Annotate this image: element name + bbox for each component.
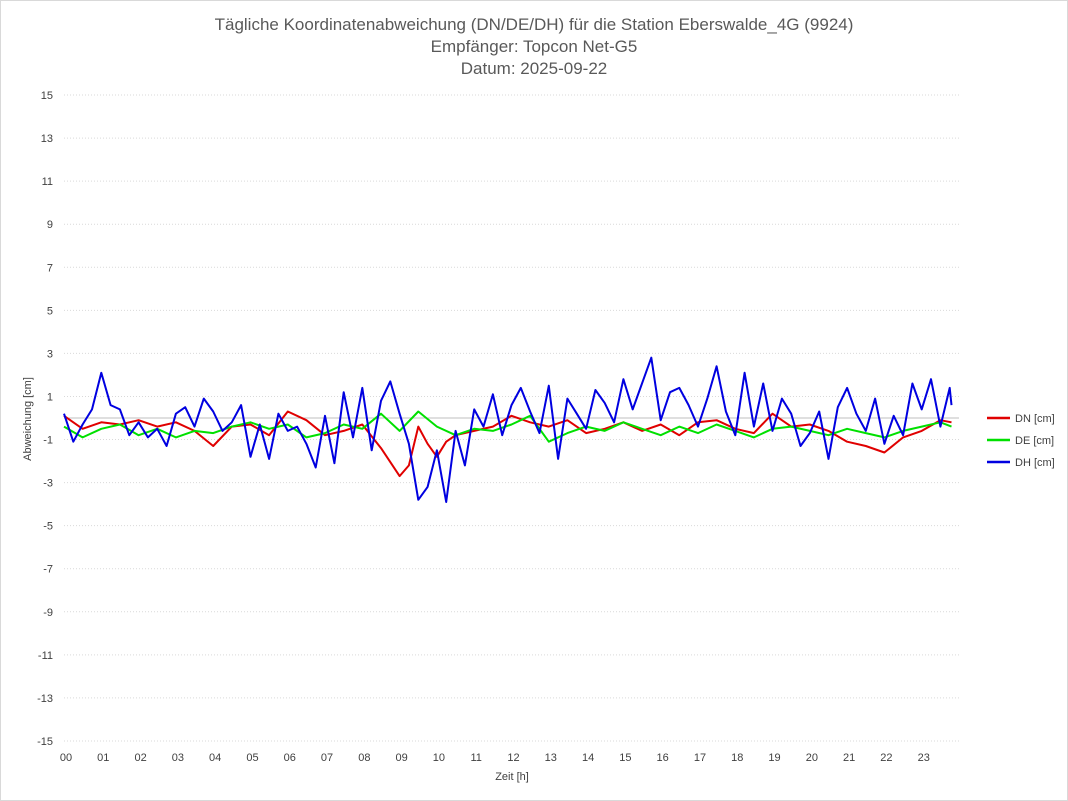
chart-title-line-2: Empfänger: Topcon Net-G5 (431, 37, 638, 56)
x-axis-title: Zeit [h] (495, 771, 529, 783)
legend-label: DN [cm] (1015, 413, 1055, 425)
y-axis-title: Abweichung [cm] (22, 377, 34, 461)
chart-title-line-3: Datum: 2025-09-22 (461, 59, 607, 78)
x-tick-label: 00 (60, 752, 72, 764)
y-tick-label: -9 (43, 607, 53, 619)
x-tick-label: 01 (97, 752, 109, 764)
legend-label: DE [cm] (1015, 435, 1054, 447)
x-tick-label: 15 (619, 752, 631, 764)
y-tick-label: -7 (43, 564, 53, 576)
y-tick-label: 1 (47, 391, 53, 403)
y-tick-label: 9 (47, 219, 53, 231)
y-tick-label: -11 (38, 650, 53, 662)
y-tick-label: -3 (43, 478, 53, 490)
x-tick-label: 07 (321, 752, 333, 764)
x-tick-label: 22 (880, 752, 892, 764)
chart-title-line-1: Tägliche Koordinatenabweichung (DN/DE/DH… (215, 15, 854, 34)
y-axis-ticks: 15 13 11 9 7 5 3 1 -1 -3 -5 -7 -9 -11 -13 -15 (37, 90, 53, 748)
x-tick-label: 20 (806, 752, 818, 764)
legend: DN [cm] DE [cm] DH [cm] (987, 413, 1055, 469)
x-tick-label: 06 (284, 752, 296, 764)
x-tick-label: 23 (918, 752, 930, 764)
x-tick-label: 18 (731, 752, 743, 764)
x-tick-label: 05 (246, 752, 258, 764)
y-tick-label: 3 (47, 348, 53, 360)
x-tick-label: 11 (470, 752, 481, 764)
x-tick-label: 17 (694, 752, 706, 764)
legend-label: DH [cm] (1015, 457, 1055, 469)
y-tick-label: -13 (37, 693, 53, 705)
y-tick-label: 7 (47, 262, 53, 274)
x-tick-label: 16 (657, 752, 669, 764)
x-tick-label: 03 (172, 752, 184, 764)
data-series (63, 356, 953, 503)
x-tick-label: 09 (396, 752, 408, 764)
x-tick-label: 10 (433, 752, 445, 764)
x-axis-ticks: 00 01 02 03 04 05 06 07 08 09 10 11 12 13 14 15 16 17 18 19… (60, 752, 930, 764)
series-line-dh (63, 356, 953, 503)
x-tick-label: 12 (507, 752, 519, 764)
y-tick-label: -1 (43, 435, 53, 447)
series-line-dn (63, 410, 952, 478)
x-tick-label: 04 (209, 752, 221, 764)
y-tick-label: -5 (43, 521, 53, 533)
y-tick-label: 5 (47, 305, 53, 317)
y-tick-label: 15 (41, 90, 53, 102)
y-tick-label: 13 (41, 133, 53, 145)
x-tick-label: 08 (358, 752, 370, 764)
x-tick-label: 13 (545, 752, 557, 764)
x-tick-label: 19 (768, 752, 780, 764)
y-tick-label: -15 (37, 736, 53, 748)
y-tick-label: 11 (42, 176, 53, 188)
x-tick-label: 02 (134, 752, 146, 764)
gridlines (64, 94, 959, 742)
x-tick-label: 21 (843, 752, 855, 764)
x-tick-label: 14 (582, 752, 594, 764)
chart-title: Tägliche Koordinatenabweichung (DN/DE/DH… (215, 15, 854, 78)
